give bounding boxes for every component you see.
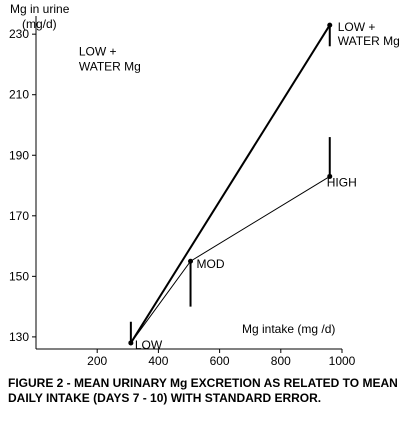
y-tick-label-210: 210 xyxy=(9,88,29,102)
low-water-note-line-2: WATER Mg xyxy=(79,59,141,73)
y-tick-label-150: 150 xyxy=(9,269,29,283)
low-water-note: LOW + WATER Mg xyxy=(79,44,141,73)
point-label-low-water-line-2: WATER Mg xyxy=(338,34,400,48)
y-tick-label-170: 170 xyxy=(9,209,29,223)
point-mod xyxy=(188,258,194,264)
point-high xyxy=(327,173,333,179)
axis-ticks: 130 150 170 190 210 230 200 400 600 800 1000 xyxy=(9,27,356,368)
y-tick-label-190: 190 xyxy=(9,148,29,162)
x-tick-label-600: 600 xyxy=(210,354,230,368)
chart: Mg in urine (mg/d) Mg intake (mg /d) 130… xyxy=(9,2,400,368)
point-label-high: HIGH xyxy=(327,175,357,189)
y-tick-label-130: 130 xyxy=(9,330,29,344)
point-low-water xyxy=(327,22,333,28)
diet-series xyxy=(130,176,331,344)
point-label-low: LOW xyxy=(135,338,163,352)
error-bars xyxy=(129,25,331,343)
data-points xyxy=(128,22,333,346)
point-label-low-water-line-1: LOW + xyxy=(338,20,376,34)
point-label-low-water: LOW + WATER Mg xyxy=(338,20,400,48)
y-axis-title-line-1: Mg in urine xyxy=(10,2,70,16)
x-axis-title: Mg intake (mg /d) xyxy=(242,322,335,336)
x-tick-label-200: 200 xyxy=(87,354,107,368)
low-water-note-line-1: LOW + xyxy=(79,44,117,58)
point-label-mod: MOD xyxy=(197,257,225,271)
y-tick-label-230: 230 xyxy=(9,27,29,41)
water-series xyxy=(130,24,331,344)
x-tick-label-400: 400 xyxy=(148,354,168,368)
y-axis-title-line-2: (mg/d) xyxy=(22,17,57,31)
x-tick-label-800: 800 xyxy=(271,354,291,368)
figure-caption: FIGURE 2 - MEAN URINARY Mg EXCRETION AS … xyxy=(8,376,398,405)
x-tick-label-1000: 1000 xyxy=(329,354,356,368)
point-low xyxy=(128,340,134,346)
series-lines xyxy=(130,24,331,344)
